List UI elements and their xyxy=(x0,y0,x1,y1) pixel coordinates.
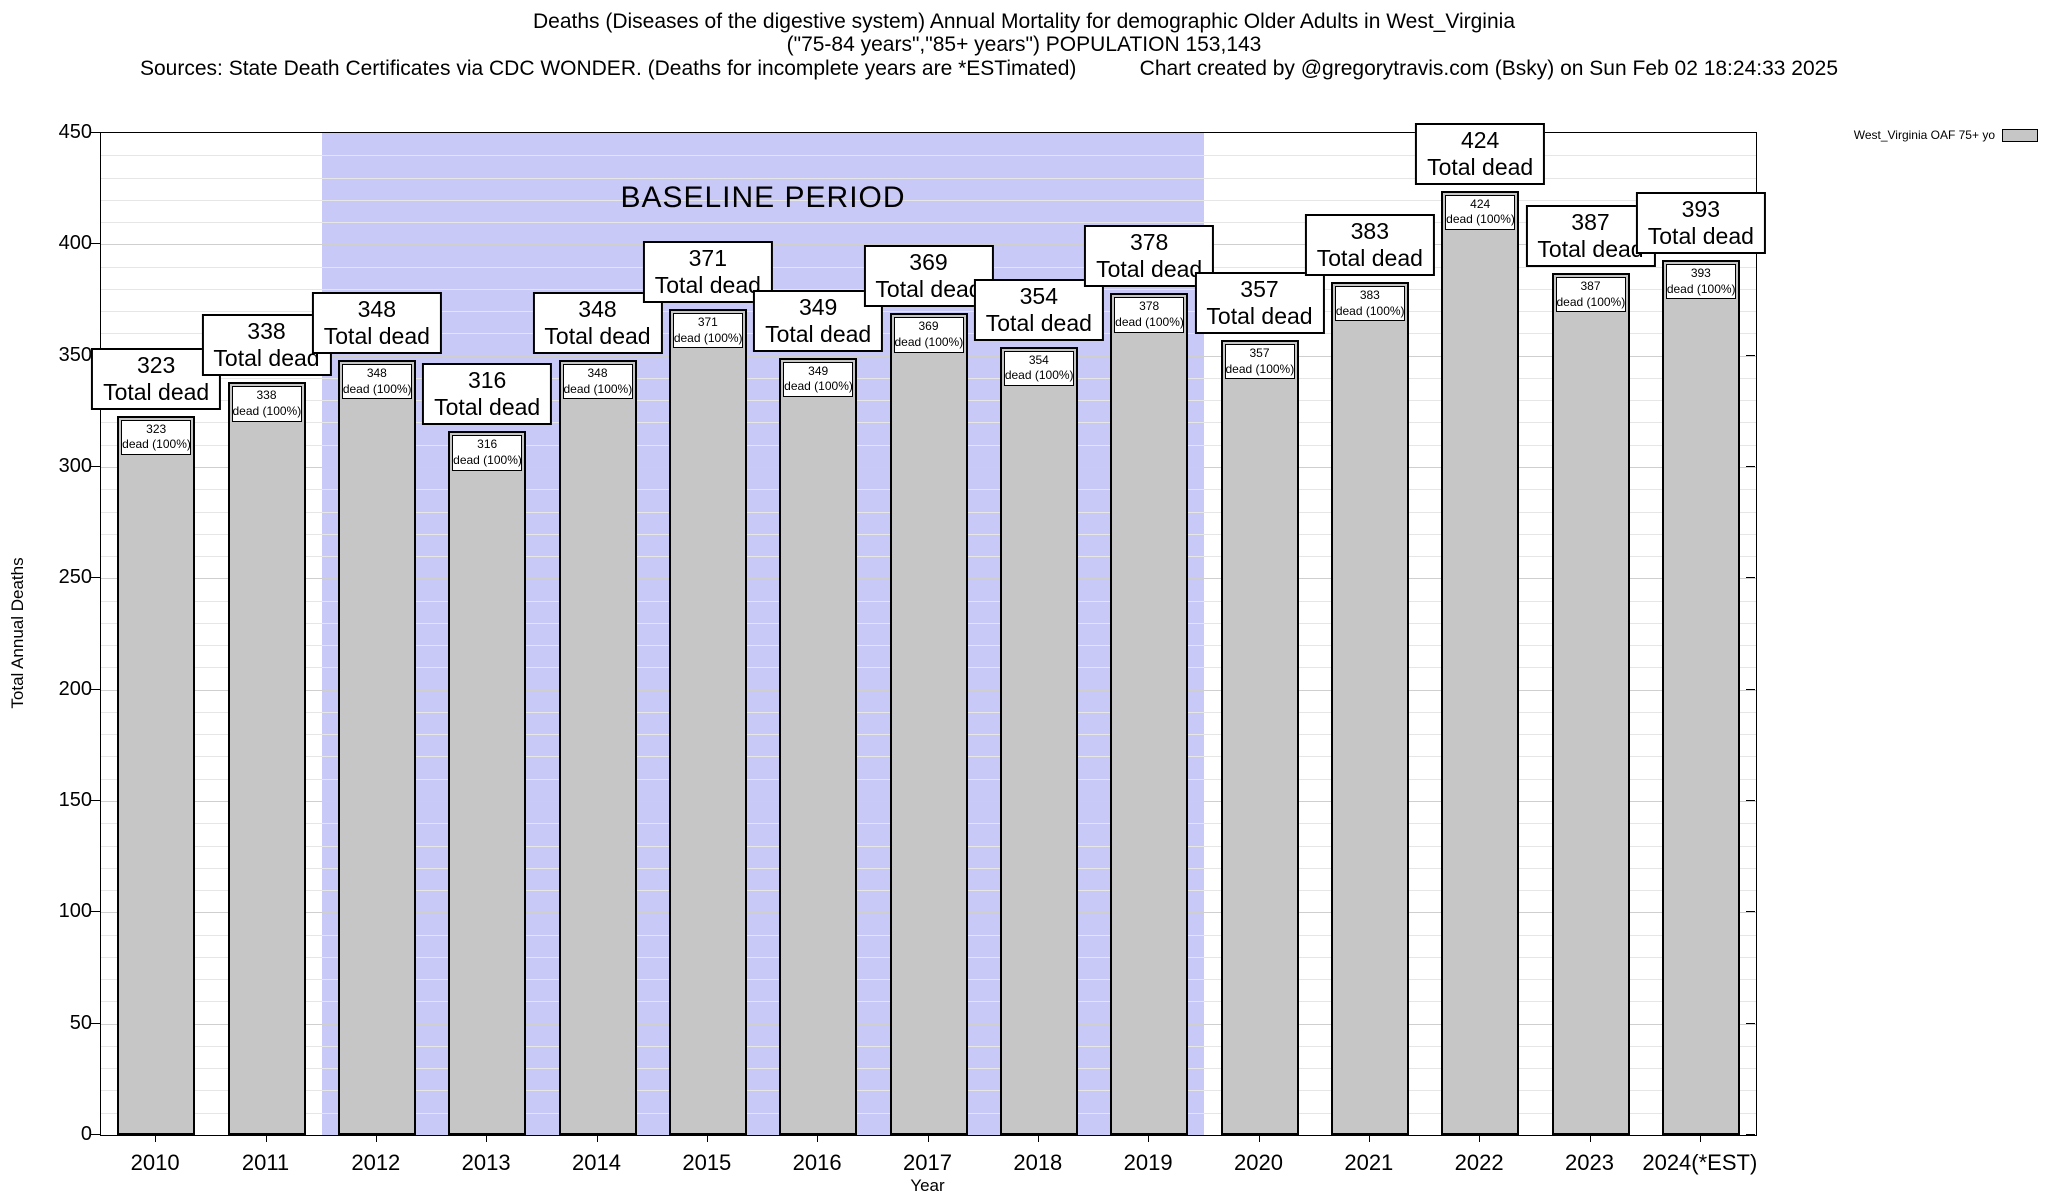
y-tick-label: 0 xyxy=(80,1123,92,1145)
bar-label: 387 Total dead xyxy=(1525,205,1656,268)
y-tick-mark xyxy=(91,688,100,690)
bar-sublabel: 424 dead (100%) xyxy=(1445,194,1516,231)
bar-label: 424 Total dead xyxy=(1415,122,1546,185)
bar-2018 xyxy=(999,346,1078,1135)
chart-credit-note: Chart created by @gregorytravis.com (Bsk… xyxy=(1139,57,1838,80)
x-tick-label: 2011 xyxy=(241,1150,290,1175)
gridline-minor xyxy=(101,177,1756,179)
x-axis-title: Year xyxy=(910,1176,945,1195)
y-tick-label: 300 xyxy=(58,455,92,477)
bar-label: 383 Total dead xyxy=(1304,213,1435,277)
y-tick-mark xyxy=(91,577,100,579)
y-tick-mark xyxy=(91,243,100,245)
bar-label: 357 Total dead xyxy=(1194,271,1325,335)
gridline-minor xyxy=(101,222,1756,224)
x-tick-label: 2019 xyxy=(1123,1150,1173,1175)
y-tick-label: 350 xyxy=(58,343,92,366)
bar-sublabel: 371 dead (100%) xyxy=(672,312,743,349)
bar-2012 xyxy=(337,360,416,1135)
bar-sublabel: 338 dead (100%) xyxy=(231,386,302,422)
bar-sublabel: 387 dead (100%) xyxy=(1555,277,1626,313)
bar-sublabel: 369 dead (100%) xyxy=(893,317,964,353)
bar-label: 348 Total dead xyxy=(532,291,663,355)
y-tick-label: 150 xyxy=(58,789,92,811)
bar-label: 378 Total dead xyxy=(1084,225,1215,288)
x-tick-label: 2018 xyxy=(1013,1150,1063,1175)
gridline-major xyxy=(101,244,1756,246)
plot-area: BASELINE PERIOD 323 dead (100%) 323 Total de… xyxy=(91,122,1766,1136)
y-tick-label: 200 xyxy=(58,677,92,700)
x-tick-label: 2013 xyxy=(461,1150,511,1175)
bar-sublabel: 348 dead (100%) xyxy=(562,364,633,400)
x-tick-label: 2024(*EST) xyxy=(1642,1150,1758,1175)
chart-sources-note: Sources: State Death Certificates via CD… xyxy=(140,57,1077,80)
bar-2014 xyxy=(558,360,637,1135)
y-tick-mark xyxy=(91,1134,100,1135)
y-tick-mark xyxy=(91,911,100,913)
gridline-minor xyxy=(101,311,1756,313)
y-tick-mark xyxy=(91,132,100,133)
bar-2024(*EST) xyxy=(1661,259,1740,1135)
bar-label: 371 Total dead xyxy=(642,240,773,303)
x-tick-label: 2016 xyxy=(792,1150,842,1175)
y-tick-mark xyxy=(91,1022,100,1024)
bar-sublabel: 378 dead (100%) xyxy=(1114,297,1185,333)
y-tick-label: 400 xyxy=(58,232,92,255)
x-tick-label: 2020 xyxy=(1234,1150,1283,1175)
bar-2016 xyxy=(779,357,858,1135)
bar-2015 xyxy=(668,308,747,1135)
bar-sublabel: 349 dead (100%) xyxy=(783,361,854,398)
bar-2017 xyxy=(889,313,968,1135)
y-tick-mark xyxy=(91,466,100,467)
bar-label: 354 Total dead xyxy=(973,278,1104,341)
bar-label: 323 Total dead xyxy=(91,347,222,410)
bar-2023 xyxy=(1551,273,1630,1135)
bar-sublabel: 354 dead (100%) xyxy=(1003,350,1074,386)
bar-2022 xyxy=(1441,190,1520,1135)
bar-label: 393 Total dead xyxy=(1635,191,1766,254)
y-tick-mark xyxy=(91,800,100,801)
bar-label: 369 Total dead xyxy=(863,245,994,308)
gridline-minor xyxy=(101,199,1756,201)
bar-sublabel: 393 dead (100%) xyxy=(1665,263,1736,300)
bar-label: 348 Total dead xyxy=(311,291,442,355)
legend-swatch xyxy=(2002,128,2038,142)
x-tick-label: 2014 xyxy=(572,1150,621,1175)
bar-2013 xyxy=(448,431,527,1135)
bar-sublabel: 348 dead (100%) xyxy=(341,364,412,400)
y-tick-label: 100 xyxy=(58,900,92,923)
x-tick-label: 2022 xyxy=(1454,1150,1504,1175)
bar-2021 xyxy=(1330,282,1409,1135)
y-tick-label: 50 xyxy=(69,1011,92,1034)
bar-sublabel: 316 dead (100%) xyxy=(452,435,523,471)
x-tick-label: 2010 xyxy=(130,1150,180,1175)
y-axis-title: Total Annual Deaths xyxy=(8,557,27,709)
bar-label: 316 Total dead xyxy=(422,363,553,426)
bar-label: 338 Total dead xyxy=(201,314,332,377)
gridline-minor xyxy=(101,155,1756,157)
bar-sublabel: 357 dead (100%) xyxy=(1224,344,1295,380)
y-tick-label: 450 xyxy=(58,121,92,143)
bar-sublabel: 383 dead (100%) xyxy=(1334,286,1405,322)
bar-2019 xyxy=(1110,293,1189,1135)
legend-series-label: West_Virginia OAF 75+ yo xyxy=(1853,128,1995,142)
bar-2020 xyxy=(1220,340,1299,1135)
x-tick-label: 2021 xyxy=(1344,1150,1394,1175)
x-tick-label: 2017 xyxy=(903,1150,952,1175)
chart-title-line1: Deaths (Diseases of the digestive system… xyxy=(532,10,1516,33)
bar-2010 xyxy=(117,415,196,1135)
x-tick-label: 2023 xyxy=(1565,1150,1614,1175)
bar-label: 349 Total dead xyxy=(753,289,884,352)
legend: West_Virginia OAF 75+ yo xyxy=(1854,128,2038,142)
x-tick-label: 2015 xyxy=(682,1150,732,1175)
x-tick-label: 2012 xyxy=(351,1150,401,1175)
bar-2011 xyxy=(227,382,306,1135)
baseline-period-label: BASELINE PERIOD xyxy=(620,181,906,214)
chart-title-line2: ("75-84 years","85+ years") POPULATION 1… xyxy=(786,33,1262,56)
y-tick-label: 250 xyxy=(58,566,92,589)
bar-sublabel: 323 dead (100%) xyxy=(121,419,192,455)
